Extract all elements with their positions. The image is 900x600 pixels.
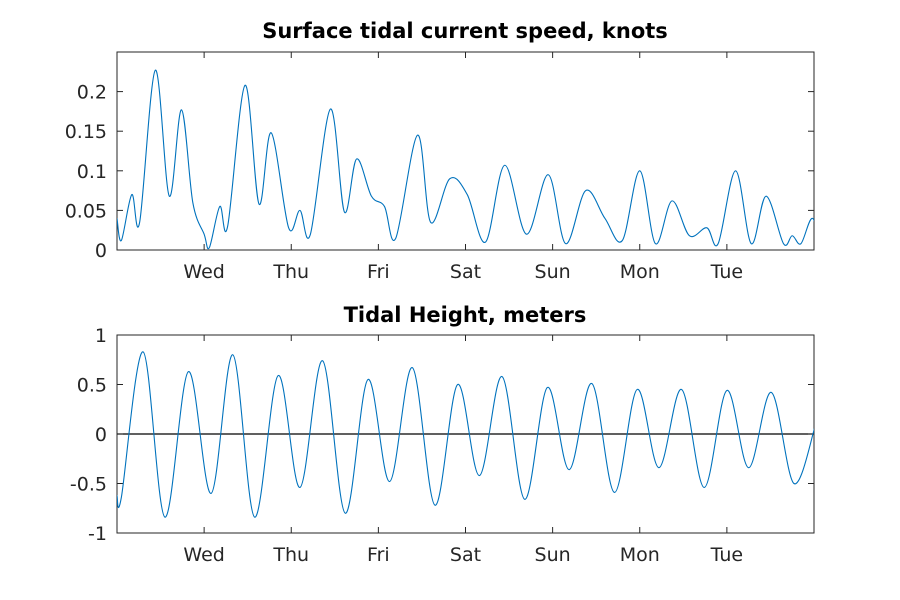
current-speed-xtick-label: Thu <box>272 261 309 283</box>
current-speed-ytick-label: 0 <box>95 240 107 262</box>
current-speed-axes <box>116 51 815 251</box>
current-speed-ticks: 0 0.05 0.1 0.15 0.2 Wed Thu Fri Sat Sun Mon Tue <box>65 52 814 283</box>
current-speed-xtick-label: Mon <box>620 261 660 283</box>
tidal-height-ytick-label: -1 <box>88 523 107 545</box>
tidal-height-ytick-label: -0.5 <box>70 474 107 496</box>
tidal-height-xtick-label: Fri <box>367 544 390 566</box>
current-speed-ytick-label: 0.1 <box>77 161 107 183</box>
tidal-height-ytick-label: 1 <box>95 325 107 347</box>
tidal-height-ytick-label: 0.5 <box>77 375 107 397</box>
tidal-height-xtick-label: Tue <box>710 544 743 566</box>
tidal-height-chart: Tidal Height, meters -1 -0.5 0 0.5 1 Wed Thu Fr… <box>70 303 815 566</box>
tidal-height-xtick-label: Sun <box>535 544 571 566</box>
current-speed-ytick-label: 0.2 <box>77 82 107 104</box>
tidal-height-xtick-label: Mon <box>620 544 660 566</box>
tidal-height-line <box>117 351 814 518</box>
tidal-height-xtick-label: Sat <box>450 544 481 566</box>
tidal-height-xtick-label: Thu <box>272 544 309 566</box>
tidal-height-xtick-label: Wed <box>183 544 224 566</box>
current-speed-chart: Surface tidal current speed, knots 0 0.05… <box>65 19 815 283</box>
current-speed-line <box>117 69 814 250</box>
current-speed-xtick-label: Sat <box>450 261 481 283</box>
tidal-height-ticks: -1 -0.5 0 0.5 1 Wed Thu Fri Sat Sun Mon Tue <box>70 325 814 566</box>
current-speed-ytick-label: 0.15 <box>65 121 107 143</box>
current-speed-xtick-label: Tue <box>710 261 743 283</box>
current-speed-ytick-label: 0.05 <box>65 200 107 222</box>
current-speed-xtick-label: Wed <box>183 261 224 283</box>
tidal-height-ytick-label: 0 <box>95 424 107 446</box>
tidal-height-title: Tidal Height, meters <box>344 303 587 327</box>
current-speed-title: Surface tidal current speed, knots <box>262 19 668 43</box>
current-speed-xtick-label: Sun <box>535 261 571 283</box>
current-speed-xtick-label: Fri <box>367 261 390 283</box>
